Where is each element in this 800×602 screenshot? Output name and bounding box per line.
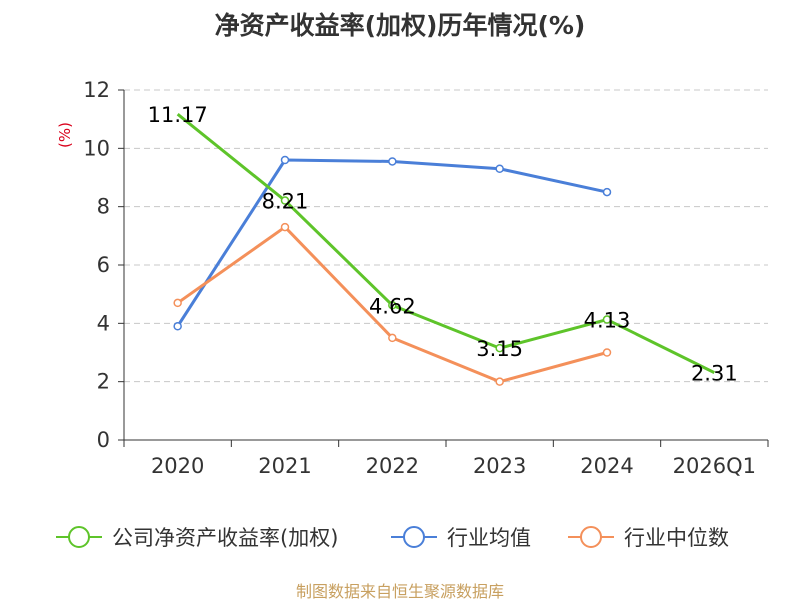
data-point-industry_median xyxy=(602,348,612,357)
data-label: 11.17 xyxy=(148,103,208,127)
x-tick-label: 2023 xyxy=(473,454,526,478)
data-point-company xyxy=(602,315,612,324)
y-tick-label: 4 xyxy=(97,311,110,335)
x-tick-label: 2021 xyxy=(258,454,311,478)
y-tick-label: 6 xyxy=(97,253,110,277)
data-point-industry_avg xyxy=(388,157,397,166)
data-point-company xyxy=(388,301,397,310)
x-tick-label: 2024 xyxy=(580,454,633,478)
data-label: 2.31 xyxy=(691,362,738,386)
y-tick-label: 8 xyxy=(97,195,110,219)
legend-label-industry_median: 行业中位数 xyxy=(624,526,729,550)
legend-marker-industry_avg xyxy=(403,526,425,548)
data-point-company xyxy=(280,196,290,205)
x-tick-label: 2022 xyxy=(366,454,419,478)
legend-marker-industry_median xyxy=(580,526,602,548)
x-tick-label: 2020 xyxy=(151,454,204,478)
legend-label-industry_avg: 行业均值 xyxy=(447,526,531,550)
y-tick-label: 2 xyxy=(97,370,110,394)
data-point-industry_avg xyxy=(280,155,290,165)
data-point-industry_median xyxy=(495,377,504,386)
chart-title: 净资产收益率(加权)历年情况(%) xyxy=(214,11,586,40)
y-tick-label: 0 xyxy=(97,428,110,452)
y-tick-label: 10 xyxy=(83,136,110,160)
data-label: 8.21 xyxy=(262,190,309,214)
data-point-industry_avg xyxy=(602,187,612,197)
source-note: 制图数据来自恒生聚源数据库 xyxy=(295,582,504,601)
data-label: 4.13 xyxy=(584,309,631,333)
series-line-company xyxy=(176,113,715,374)
legend-marker-company xyxy=(68,526,90,548)
data-point-industry_median xyxy=(388,333,397,343)
data-point-industry_median xyxy=(173,298,182,308)
data-point-company xyxy=(495,343,504,353)
data-point-industry_avg xyxy=(173,322,182,331)
data-label: 4.62 xyxy=(369,294,416,318)
x-tick-label: 2026Q1 xyxy=(673,454,756,478)
legend-label-company: 公司净资产收益率(加权) xyxy=(112,526,338,550)
data-point-industry_avg xyxy=(495,164,504,173)
data-label: 3.15 xyxy=(476,337,523,361)
data-point-industry_median xyxy=(280,222,290,232)
y-tick-label: 12 xyxy=(83,78,110,102)
